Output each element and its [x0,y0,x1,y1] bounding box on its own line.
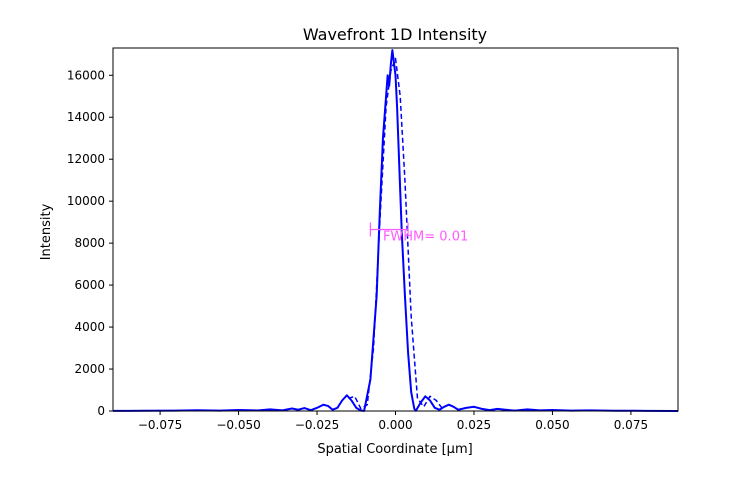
y-axis-ticks: 0 2000 4000 6000 8000 10000 12000 14000 16000 [67,68,113,418]
y-axis-label: Intensity [39,203,54,260]
x-tick-label: 0.075 [614,418,648,432]
x-tick-label: 0.050 [535,418,569,432]
series-line-2 [348,57,444,410]
series-layer [112,49,679,412]
y-tick-label: 0 [97,404,105,418]
y-tick-label: 6000 [74,278,105,292]
y-tick-label: 12000 [67,152,105,166]
y-tick-label: 10000 [67,194,105,208]
fwhm-annotation: FWHM= 0.01 [383,229,468,244]
y-tick-label: 16000 [67,68,105,82]
x-tick-label: −0.050 [216,418,260,432]
y-tick-label: 14000 [67,110,105,124]
y-tick-label: 2000 [74,362,105,376]
x-tick-label: 0.000 [378,418,412,432]
y-tick-label: 8000 [74,236,105,250]
x-axis-ticks: −0.075 −0.050 −0.025 0.000 0.025 0.050 0.075 [138,411,648,432]
series-line-1 [112,49,679,412]
x-tick-label: −0.025 [295,418,339,432]
chart-title: Wavefront 1D Intensity [303,25,487,44]
x-axis-label: Spatial Coordinate [μm] [317,442,472,457]
x-tick-label: −0.075 [138,418,182,432]
x-tick-label: 0.025 [457,418,491,432]
annotation-layer: FWHM= 0.01 [369,222,468,244]
y-tick-label: 4000 [74,320,105,334]
